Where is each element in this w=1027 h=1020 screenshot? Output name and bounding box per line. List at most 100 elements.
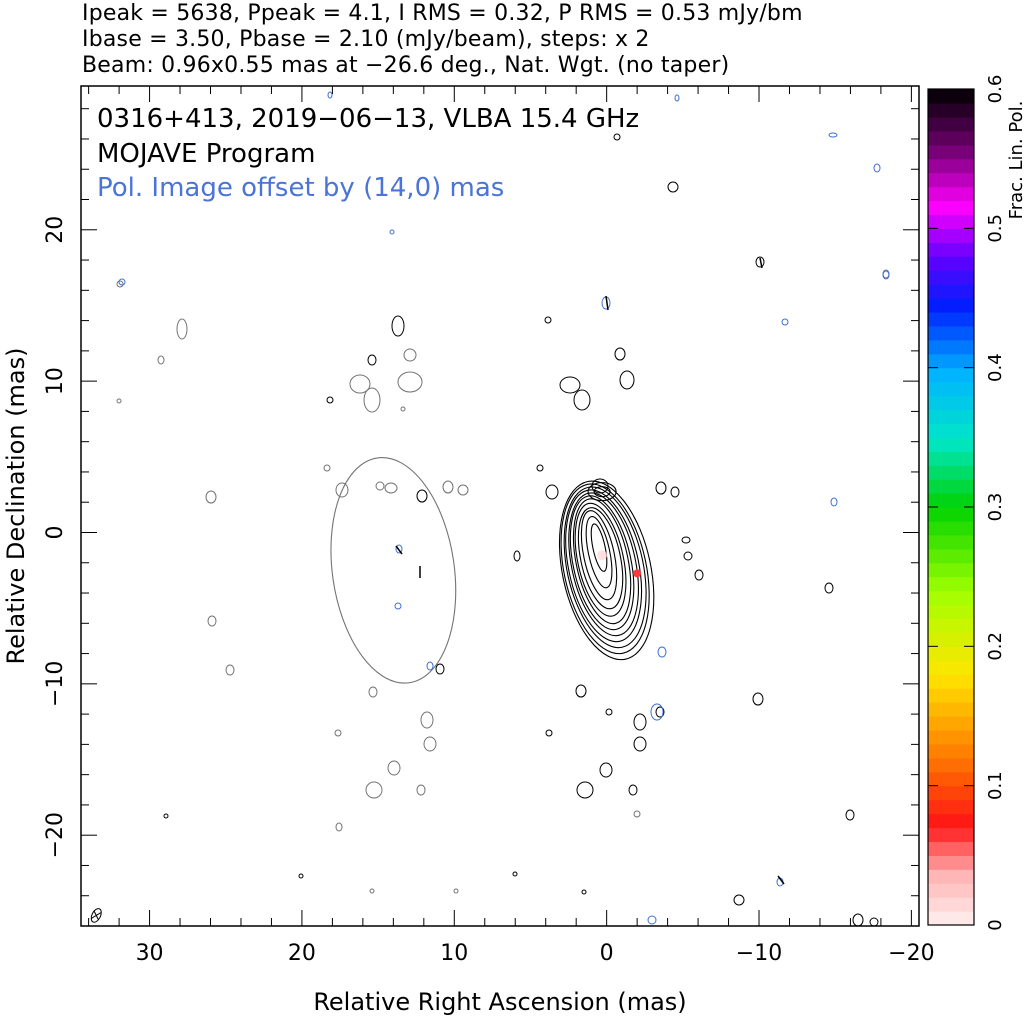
- noise-contour-black-27: [845, 809, 855, 821]
- noise-contour-black-11: [544, 316, 552, 324]
- colorbar-band: [928, 158, 974, 174]
- colorbar-label: Frac. Lin. Pol.: [1006, 101, 1027, 220]
- colorbar-band: [928, 451, 974, 466]
- noise-contour-gray-0: [176, 318, 188, 340]
- colorbar-band: [928, 785, 974, 801]
- noise-contour-gray-13: [363, 387, 381, 413]
- noise-contour-gray-4: [207, 615, 217, 627]
- noise-contour-blue-12: [657, 646, 667, 658]
- noise-contour-black-13: [513, 550, 521, 562]
- colorbar-tick-label: 0.2: [985, 632, 1006, 661]
- pol-vector-3: [759, 257, 763, 269]
- noise-contour-black-21: [633, 713, 647, 731]
- noise-contour-gray-15: [397, 371, 423, 393]
- noise-contour-black-29: [852, 913, 864, 926]
- noise-contour-black-19: [575, 684, 587, 698]
- beam-ellipse: [90, 908, 102, 923]
- noise-contour-blue-4: [873, 163, 881, 173]
- plot-area: [90, 91, 890, 926]
- colorbar-band: [928, 729, 974, 745]
- noise-contour-gray-26: [453, 888, 459, 894]
- noise-contour-gray-1: [157, 355, 165, 365]
- colorbar-band: [928, 465, 974, 480]
- noise-contour-blue-5: [882, 270, 890, 280]
- noise-contour-black-17: [824, 582, 834, 594]
- noise-contour-blue-9: [395, 544, 403, 554]
- colorbar-band: [928, 646, 974, 661]
- intensity-contour-4: [568, 492, 639, 637]
- noise-contour-gray-16: [368, 686, 378, 698]
- noise-contour-black-30: [869, 917, 879, 926]
- noise-contour-gray-5: [225, 664, 235, 676]
- colorbar-band: [928, 771, 974, 787]
- colorbar-band: [928, 311, 974, 327]
- pol-vector-4: [777, 875, 785, 885]
- noise-contour-black-39: [163, 813, 169, 819]
- intensity-contour-0: [558, 480, 655, 661]
- colorbar-band: [928, 827, 974, 842]
- colorbar-band: [928, 102, 974, 118]
- colorbar-tick-label: 0.1: [985, 771, 1006, 800]
- noise-contour-black-8: [591, 478, 609, 494]
- noise-contour-blue-8: [830, 497, 838, 507]
- noise-contour-black-5: [559, 376, 581, 394]
- colorbar-band: [928, 757, 974, 773]
- noise-contour-gray-27: [400, 406, 406, 412]
- noise-contour-gray-3: [205, 490, 217, 504]
- core-pol-color-1: [633, 569, 642, 578]
- polarized-contour-main: [330, 457, 457, 684]
- colorbar-band: [928, 869, 974, 884]
- noise-contours: [116, 91, 890, 926]
- colorbar-band: [928, 493, 974, 508]
- x-tick-label: 20: [288, 941, 316, 966]
- beam-minor-axis: [93, 911, 99, 920]
- colorbar-band: [928, 116, 974, 132]
- colorbar-band: [928, 423, 974, 438]
- y-tick-label: −10: [43, 661, 68, 707]
- noise-contour-black-33: [298, 873, 304, 879]
- colorbar-band: [928, 200, 974, 215]
- colorbar-band: [928, 130, 974, 146]
- noise-contour-gray-19: [387, 760, 401, 776]
- x-tick-label: 10: [440, 941, 468, 966]
- intensity-contour-9: [580, 510, 618, 601]
- y-axis-label: Relative Declination (mas): [2, 347, 30, 664]
- colorbar-band: [928, 479, 974, 494]
- noise-contour-gray-2: [116, 398, 122, 404]
- noise-contour-black-7: [614, 347, 626, 361]
- noise-contour-gray-21: [416, 784, 426, 796]
- noise-contour-gray-28: [116, 280, 124, 288]
- colorbar-band: [928, 855, 974, 870]
- colorbar-tick-label: 0.6: [985, 75, 1006, 104]
- noise-contour-black-20: [605, 708, 613, 716]
- noise-contour-gray-17: [420, 711, 434, 729]
- colorbar-band: [928, 228, 974, 243]
- noise-contour-black-9: [655, 481, 667, 495]
- intensity-contour-2: [563, 486, 647, 649]
- noise-contour-blue-13: [650, 703, 664, 721]
- colorbar-tick-label: 0: [985, 919, 1006, 930]
- colorbar-band: [928, 702, 974, 717]
- colorbar-band: [928, 339, 974, 355]
- pol-vector-0: [395, 545, 403, 555]
- header-line-2: Ibase = 3.50, Pbase = 2.10 (mJy/beam), s…: [82, 27, 650, 52]
- noise-contour-blue-15: [647, 915, 657, 925]
- noise-contour-black-22: [633, 736, 647, 752]
- noise-contour-black-25: [628, 784, 638, 796]
- noise-contour-black-36: [755, 256, 765, 268]
- noise-contour-gray-25: [369, 888, 375, 894]
- colorbar-band: [928, 897, 974, 912]
- noise-contour-black-15: [683, 551, 693, 561]
- y-tick-label: 0: [43, 525, 68, 539]
- colorbar-tick-label: 0.4: [985, 353, 1006, 382]
- noise-contour-black-35: [667, 181, 679, 193]
- x-tick-label: −10: [736, 941, 782, 966]
- intensity-contour-lobe: [587, 482, 617, 502]
- noise-contour-gray-22: [334, 729, 342, 737]
- colorbar-band: [928, 256, 974, 271]
- colorbar-band: [928, 743, 974, 759]
- noise-contour-black-1: [367, 354, 377, 366]
- colorbar-band: [928, 604, 974, 620]
- colorbar-band: [928, 507, 974, 522]
- colorbar-band: [928, 716, 974, 731]
